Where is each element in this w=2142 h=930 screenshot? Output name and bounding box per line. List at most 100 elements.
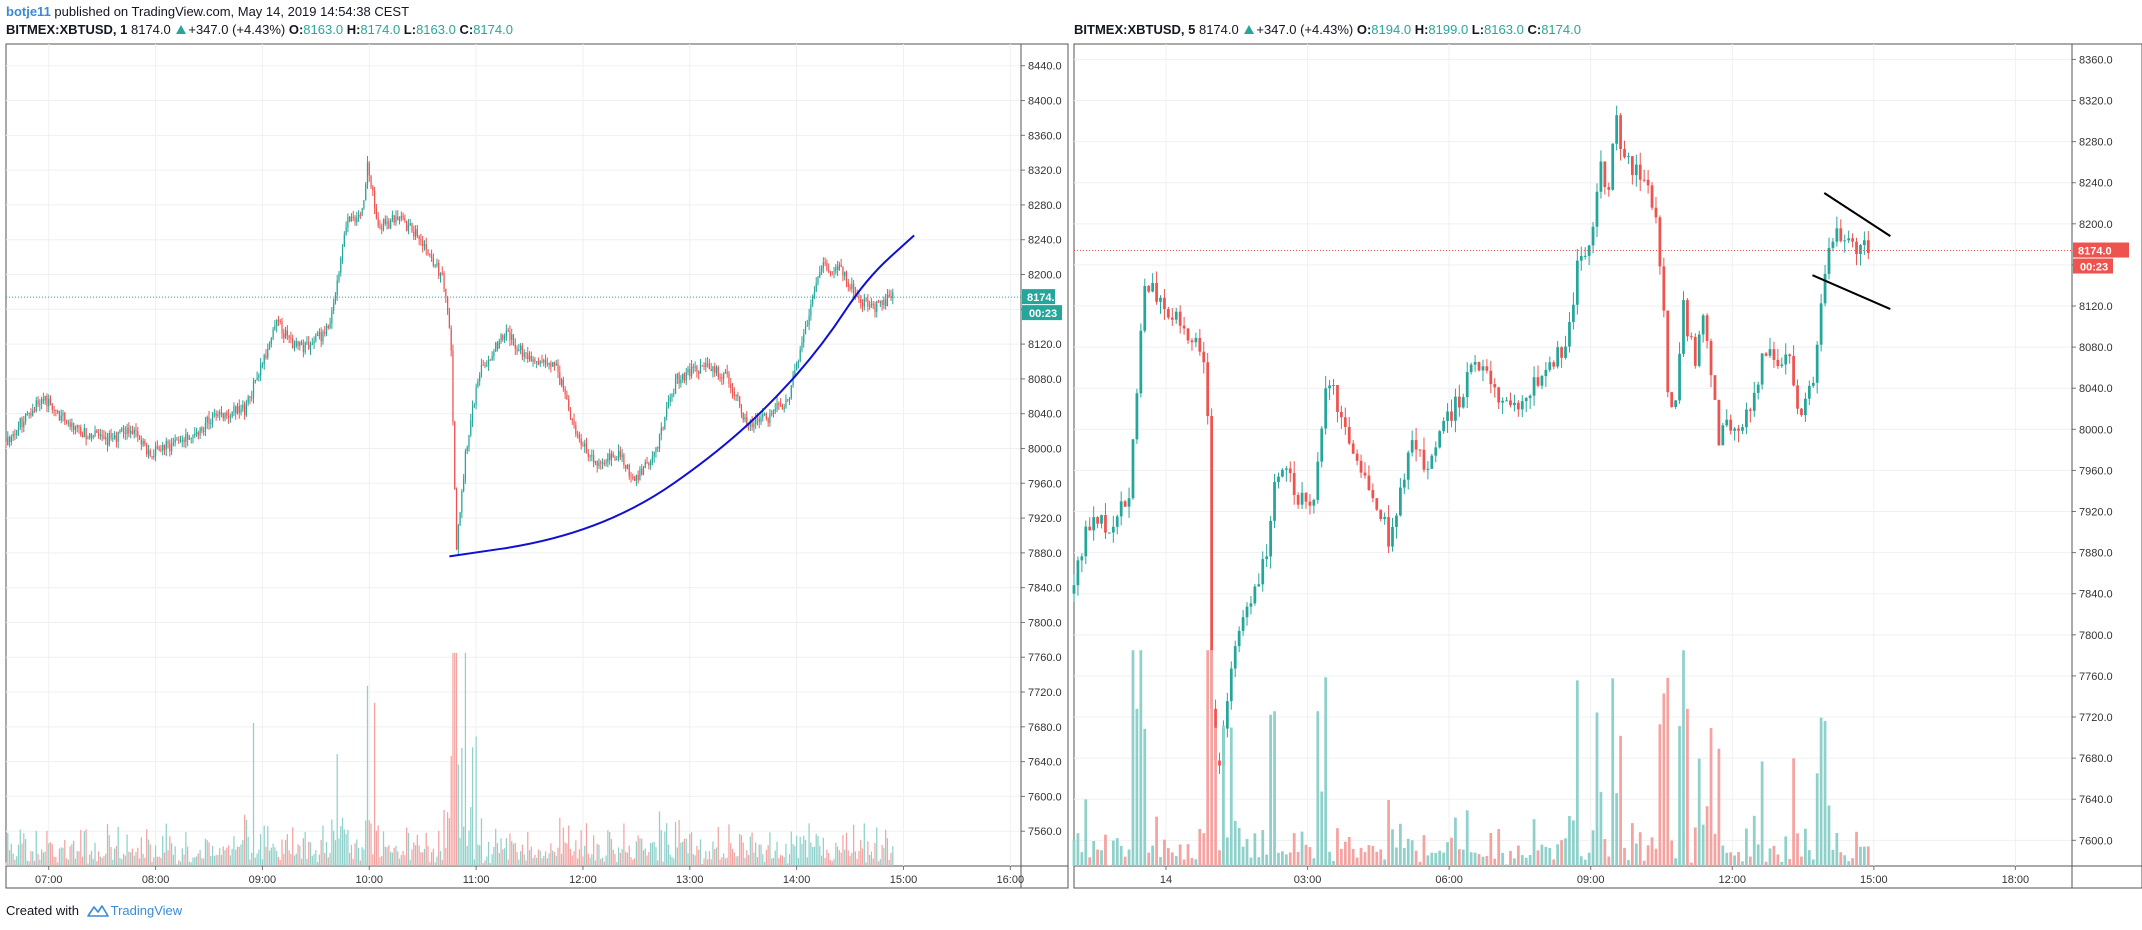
volume-bar (106, 823, 109, 866)
candle-body (349, 216, 351, 222)
volume-bar (1855, 831, 1858, 866)
volume-bar (1642, 860, 1646, 866)
volume-bar (1284, 854, 1288, 866)
volume-bar (785, 843, 787, 866)
candle-body (430, 255, 433, 259)
candle-body (503, 335, 506, 340)
candle-body (363, 200, 365, 209)
candle-body (10, 436, 12, 443)
left-symbol[interactable]: BITMEX:XBTUSD, 1 (6, 22, 128, 37)
candle-body (188, 438, 191, 440)
candle-body (446, 296, 449, 313)
candle-body (1611, 143, 1615, 190)
volume-bar (1682, 650, 1685, 866)
volume-bar (203, 858, 205, 866)
candle-body (208, 416, 210, 424)
volume-bar (76, 850, 78, 866)
candle-body (591, 455, 593, 457)
candle-body (824, 262, 826, 264)
candle-body (24, 414, 27, 422)
volume-bar (1835, 832, 1839, 866)
candle-body (1784, 354, 1788, 365)
volume-bar (274, 847, 276, 866)
volume-bar (113, 848, 116, 866)
candle-body (279, 321, 281, 323)
time-tick-label: 03:00 (1294, 874, 1322, 886)
volume-bar (641, 838, 643, 866)
candle-body (660, 427, 662, 435)
volume-bar (633, 858, 636, 866)
candle-body (352, 216, 354, 218)
volume-bar (539, 850, 541, 866)
volume-bar (835, 842, 837, 866)
candle-body (625, 465, 627, 469)
volume-bar (179, 861, 182, 866)
candle-body (1646, 179, 1650, 186)
volume-bar (397, 851, 399, 866)
volume-bar (409, 859, 411, 866)
candle-body (769, 413, 771, 424)
candle-body (404, 218, 406, 221)
volume-bar (236, 846, 239, 866)
candle-body (341, 246, 344, 259)
publisher-name[interactable]: botje11 (6, 4, 51, 19)
volume-bar (555, 855, 557, 866)
volume-bar (64, 839, 66, 866)
volume-bar (1815, 773, 1819, 866)
volume-bar (384, 846, 386, 866)
candle-body (190, 437, 192, 439)
volume-bar (1343, 841, 1347, 866)
right-symbol[interactable]: BITMEX:XBTUSD, 5 (1074, 22, 1196, 37)
volume-bar (1210, 650, 1214, 866)
candle-body (172, 442, 175, 445)
volume-bar (233, 836, 235, 866)
volume-bar (512, 843, 515, 866)
volume-bar (252, 723, 255, 866)
left-low-label: L: (403, 22, 417, 37)
candle-body (703, 365, 705, 367)
volume-bar (1599, 792, 1603, 866)
volume-bar (742, 842, 744, 866)
candle-body (17, 427, 20, 431)
price-tick-label: 7760.0 (2079, 671, 2113, 683)
price-tick-label: 7600.0 (1028, 791, 1062, 803)
candle-body (1457, 396, 1461, 408)
candle-body (382, 218, 385, 230)
volume-bar (67, 859, 69, 866)
volume-bar (1387, 800, 1390, 866)
volume-bar (1080, 852, 1084, 866)
candle-body (97, 432, 100, 436)
candle-body (879, 300, 881, 303)
candle-body (512, 334, 515, 345)
candle-body (256, 377, 258, 381)
volume-bar (609, 832, 611, 866)
volume-bar (292, 827, 294, 866)
candle-body (1823, 273, 1827, 304)
candle-body (1237, 630, 1241, 647)
volume-bar (781, 855, 784, 866)
volume-bar (767, 845, 769, 866)
left-high-label: H: (346, 22, 361, 37)
price-tick-label: 7880.0 (1028, 548, 1062, 560)
price-tick-label: 7560.0 (1028, 826, 1062, 838)
volume-bar (623, 823, 625, 866)
candle-body (398, 218, 401, 221)
candle-body (1776, 359, 1780, 366)
volume-bar (1253, 833, 1257, 866)
candle-body (1721, 425, 1725, 446)
candle-body (781, 405, 784, 410)
tradingview-link[interactable]: TradingView (110, 903, 183, 918)
candle-body (1104, 515, 1107, 533)
candle-body (742, 412, 744, 420)
candle-body (813, 291, 816, 297)
volume-bar (414, 845, 417, 866)
volume-bar (80, 829, 82, 866)
candle-body (1406, 452, 1410, 480)
volume-bar (473, 859, 475, 866)
volume-bar (760, 844, 762, 866)
candle-body (1631, 156, 1634, 176)
candle-body (370, 175, 372, 187)
candle-body (740, 405, 743, 413)
price-tick-label: 8200.0 (2079, 219, 2113, 231)
